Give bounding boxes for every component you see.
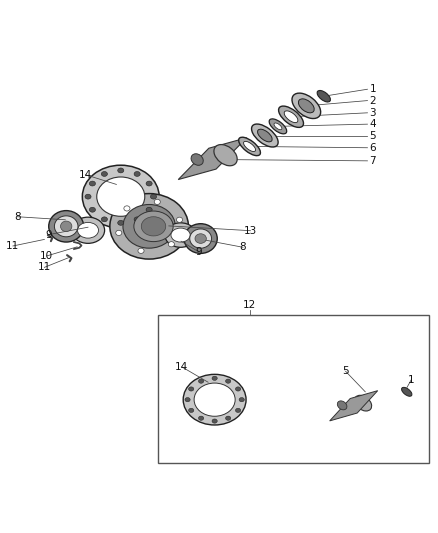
Ellipse shape	[165, 223, 196, 247]
Text: 8: 8	[14, 212, 21, 222]
Ellipse shape	[146, 181, 152, 186]
Ellipse shape	[194, 383, 235, 416]
Ellipse shape	[337, 401, 347, 410]
Ellipse shape	[226, 416, 231, 421]
Ellipse shape	[195, 234, 206, 244]
Ellipse shape	[54, 216, 78, 237]
Ellipse shape	[134, 217, 140, 222]
Ellipse shape	[78, 222, 99, 238]
Text: 12: 12	[243, 300, 256, 310]
Polygon shape	[178, 138, 247, 180]
Ellipse shape	[212, 419, 217, 423]
Text: 9: 9	[46, 230, 52, 240]
Ellipse shape	[212, 376, 217, 381]
Ellipse shape	[244, 141, 255, 151]
Ellipse shape	[177, 217, 183, 222]
Ellipse shape	[82, 165, 159, 228]
Ellipse shape	[214, 144, 237, 166]
Ellipse shape	[49, 211, 84, 242]
Ellipse shape	[71, 217, 105, 244]
Text: 3: 3	[369, 108, 376, 118]
Ellipse shape	[189, 408, 194, 413]
Ellipse shape	[258, 129, 272, 142]
Ellipse shape	[298, 99, 314, 113]
Ellipse shape	[138, 248, 144, 253]
Ellipse shape	[171, 228, 190, 242]
Text: 11: 11	[38, 262, 51, 272]
Ellipse shape	[236, 408, 241, 413]
Ellipse shape	[89, 181, 95, 186]
Ellipse shape	[146, 207, 152, 212]
Text: 9: 9	[195, 247, 202, 257]
Text: 14: 14	[79, 170, 92, 180]
Text: 1: 1	[408, 375, 414, 385]
Text: 4: 4	[369, 119, 376, 129]
Ellipse shape	[284, 111, 298, 123]
Polygon shape	[330, 391, 378, 421]
Text: 6: 6	[369, 143, 376, 153]
Ellipse shape	[185, 398, 190, 402]
Ellipse shape	[134, 211, 173, 241]
Ellipse shape	[101, 217, 107, 222]
Ellipse shape	[60, 221, 72, 231]
Ellipse shape	[184, 224, 217, 253]
Ellipse shape	[116, 230, 122, 236]
Ellipse shape	[85, 194, 91, 199]
Ellipse shape	[269, 119, 287, 134]
Ellipse shape	[198, 416, 204, 421]
Text: 11: 11	[6, 241, 20, 251]
Ellipse shape	[292, 93, 321, 118]
Text: 5: 5	[343, 366, 349, 376]
Bar	[158, 314, 428, 463]
Ellipse shape	[168, 241, 174, 247]
Text: 7: 7	[369, 156, 376, 166]
Ellipse shape	[110, 193, 188, 259]
Ellipse shape	[198, 379, 204, 383]
Ellipse shape	[402, 387, 412, 396]
Text: 14: 14	[175, 362, 188, 372]
Ellipse shape	[89, 207, 95, 212]
Ellipse shape	[183, 374, 246, 425]
Ellipse shape	[134, 172, 140, 176]
Ellipse shape	[191, 154, 203, 165]
Ellipse shape	[279, 106, 304, 127]
Ellipse shape	[154, 199, 160, 205]
Ellipse shape	[124, 206, 130, 211]
Text: 10: 10	[40, 251, 53, 261]
Ellipse shape	[190, 229, 212, 248]
Text: 5: 5	[369, 131, 376, 141]
Text: 2: 2	[369, 95, 376, 106]
Ellipse shape	[150, 194, 156, 199]
Ellipse shape	[141, 217, 166, 236]
Text: 1: 1	[369, 84, 376, 94]
Ellipse shape	[317, 91, 330, 102]
Ellipse shape	[101, 172, 107, 176]
Ellipse shape	[354, 395, 372, 411]
Ellipse shape	[97, 177, 145, 216]
Ellipse shape	[274, 123, 282, 130]
Ellipse shape	[189, 387, 194, 391]
Text: 8: 8	[240, 243, 246, 252]
Ellipse shape	[251, 124, 278, 147]
Ellipse shape	[239, 398, 244, 402]
Ellipse shape	[118, 220, 124, 225]
Ellipse shape	[123, 205, 175, 248]
Ellipse shape	[239, 137, 261, 156]
Ellipse shape	[226, 379, 231, 383]
Ellipse shape	[236, 387, 241, 391]
Text: 13: 13	[244, 225, 257, 236]
Ellipse shape	[118, 168, 124, 173]
